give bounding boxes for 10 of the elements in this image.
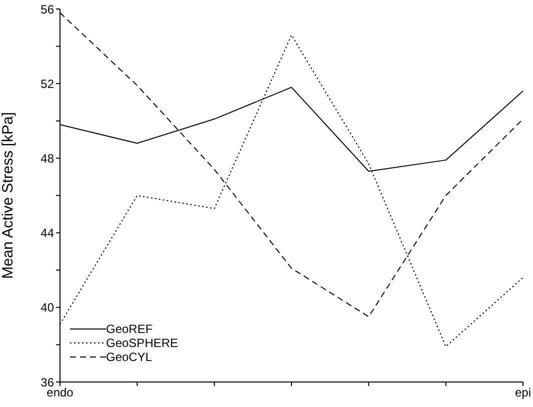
y-tick-label: 52	[40, 76, 54, 91]
y-tick-label: 40	[40, 300, 54, 315]
legend-label: GeoSPHERE	[106, 336, 178, 350]
y-tick-label: 44	[40, 226, 54, 240]
y-tick-label: 56	[40, 2, 54, 16]
x-tick-label: epi	[514, 386, 532, 400]
y-axis-title: Mean Active Stress [kPa]	[0, 112, 16, 279]
y-tick-label: 48	[40, 151, 54, 166]
legend-label: GeoCYL	[106, 350, 152, 364]
legend-label: GeoREF	[106, 322, 153, 336]
